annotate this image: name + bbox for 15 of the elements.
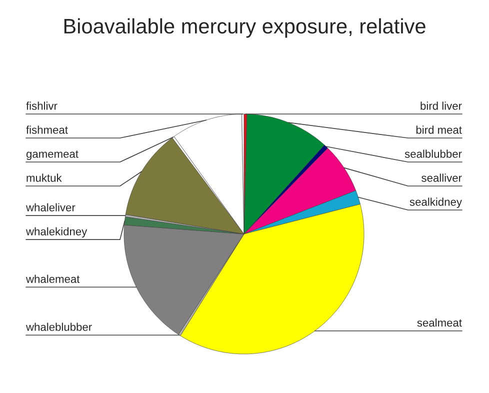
chart-title: Bioavailable mercury exposure, relative (64, 18, 426, 38)
slice-label: fishmeat (26, 126, 68, 134)
slice-label: sealliver (422, 174, 462, 182)
slice-label: fishlivr (26, 102, 58, 110)
slice-label: whalekidney (26, 227, 88, 238)
slice-label: whaleliver (26, 203, 76, 212)
slice-label: bird meat (416, 126, 462, 134)
slice-label: whalemeat (26, 274, 80, 283)
slice-label: sealblubber (404, 150, 462, 158)
slice-label: gamemeat (26, 150, 78, 160)
slice-label: bird liver (420, 102, 462, 110)
slice-label: sealkidney (410, 198, 462, 208)
slice-label: whaleblubber (26, 322, 92, 331)
slice-label: sealmeat (417, 318, 462, 327)
slice-label: muktuk (26, 174, 62, 182)
